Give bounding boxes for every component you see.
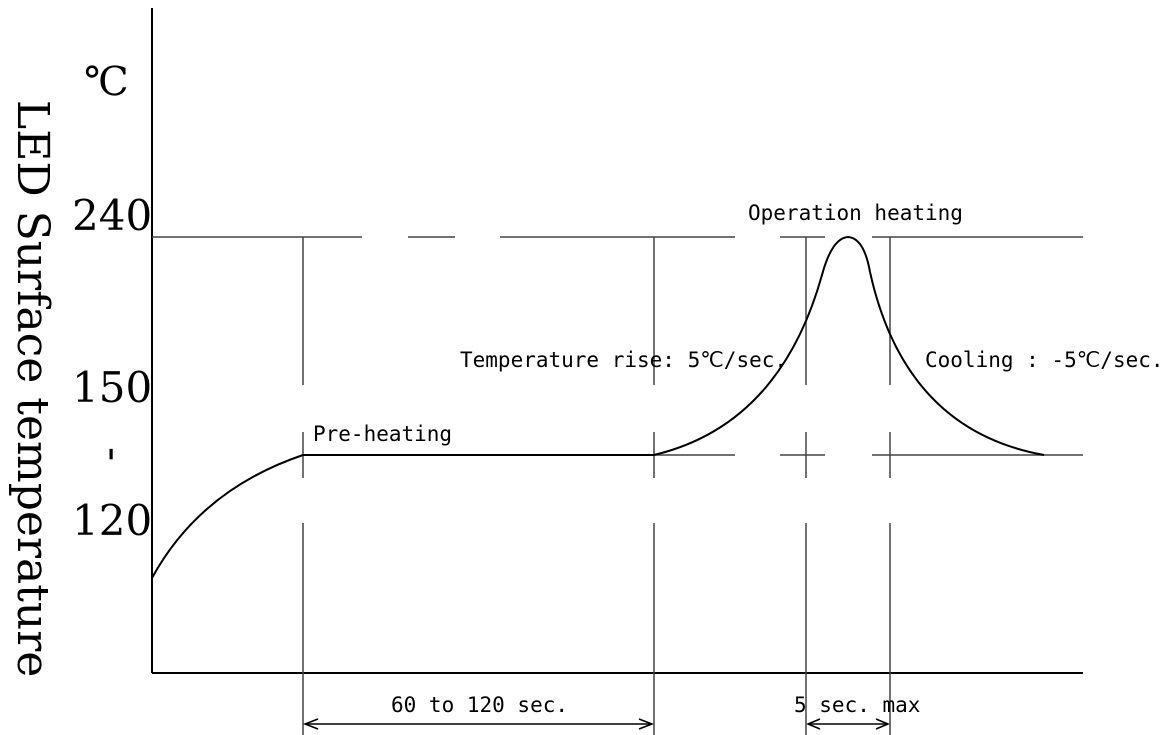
cooling-curve (869, 271, 1045, 456)
preheat-duration-label: 60 to 120 sec. (391, 693, 568, 717)
y-axis-unit: ℃ (84, 59, 129, 105)
peak-duration-arrow (806, 718, 890, 730)
peak-cap-curve (847, 236, 871, 273)
tick-120: 120 (72, 496, 152, 545)
temperature-rise-curve (653, 236, 849, 456)
range-mark: - (90, 447, 139, 461)
operation-heating-label: Operation heating (748, 201, 963, 225)
tick-240: 240 (72, 191, 152, 240)
tick-150: 150 (72, 363, 152, 412)
preheat-duration-arrow (302, 718, 655, 730)
cooling-label: Cooling : -5℃/sec. (925, 348, 1160, 372)
peak-duration-label: 5 sec. max (794, 693, 920, 717)
preheat-ramp-curve (151, 454, 304, 579)
y-axis-title: LED Surface temperature (7, 100, 58, 677)
preheating-label: Pre-heating (313, 422, 452, 446)
temperature-rise-label: Temperature rise: 5℃/sec. (460, 348, 787, 372)
